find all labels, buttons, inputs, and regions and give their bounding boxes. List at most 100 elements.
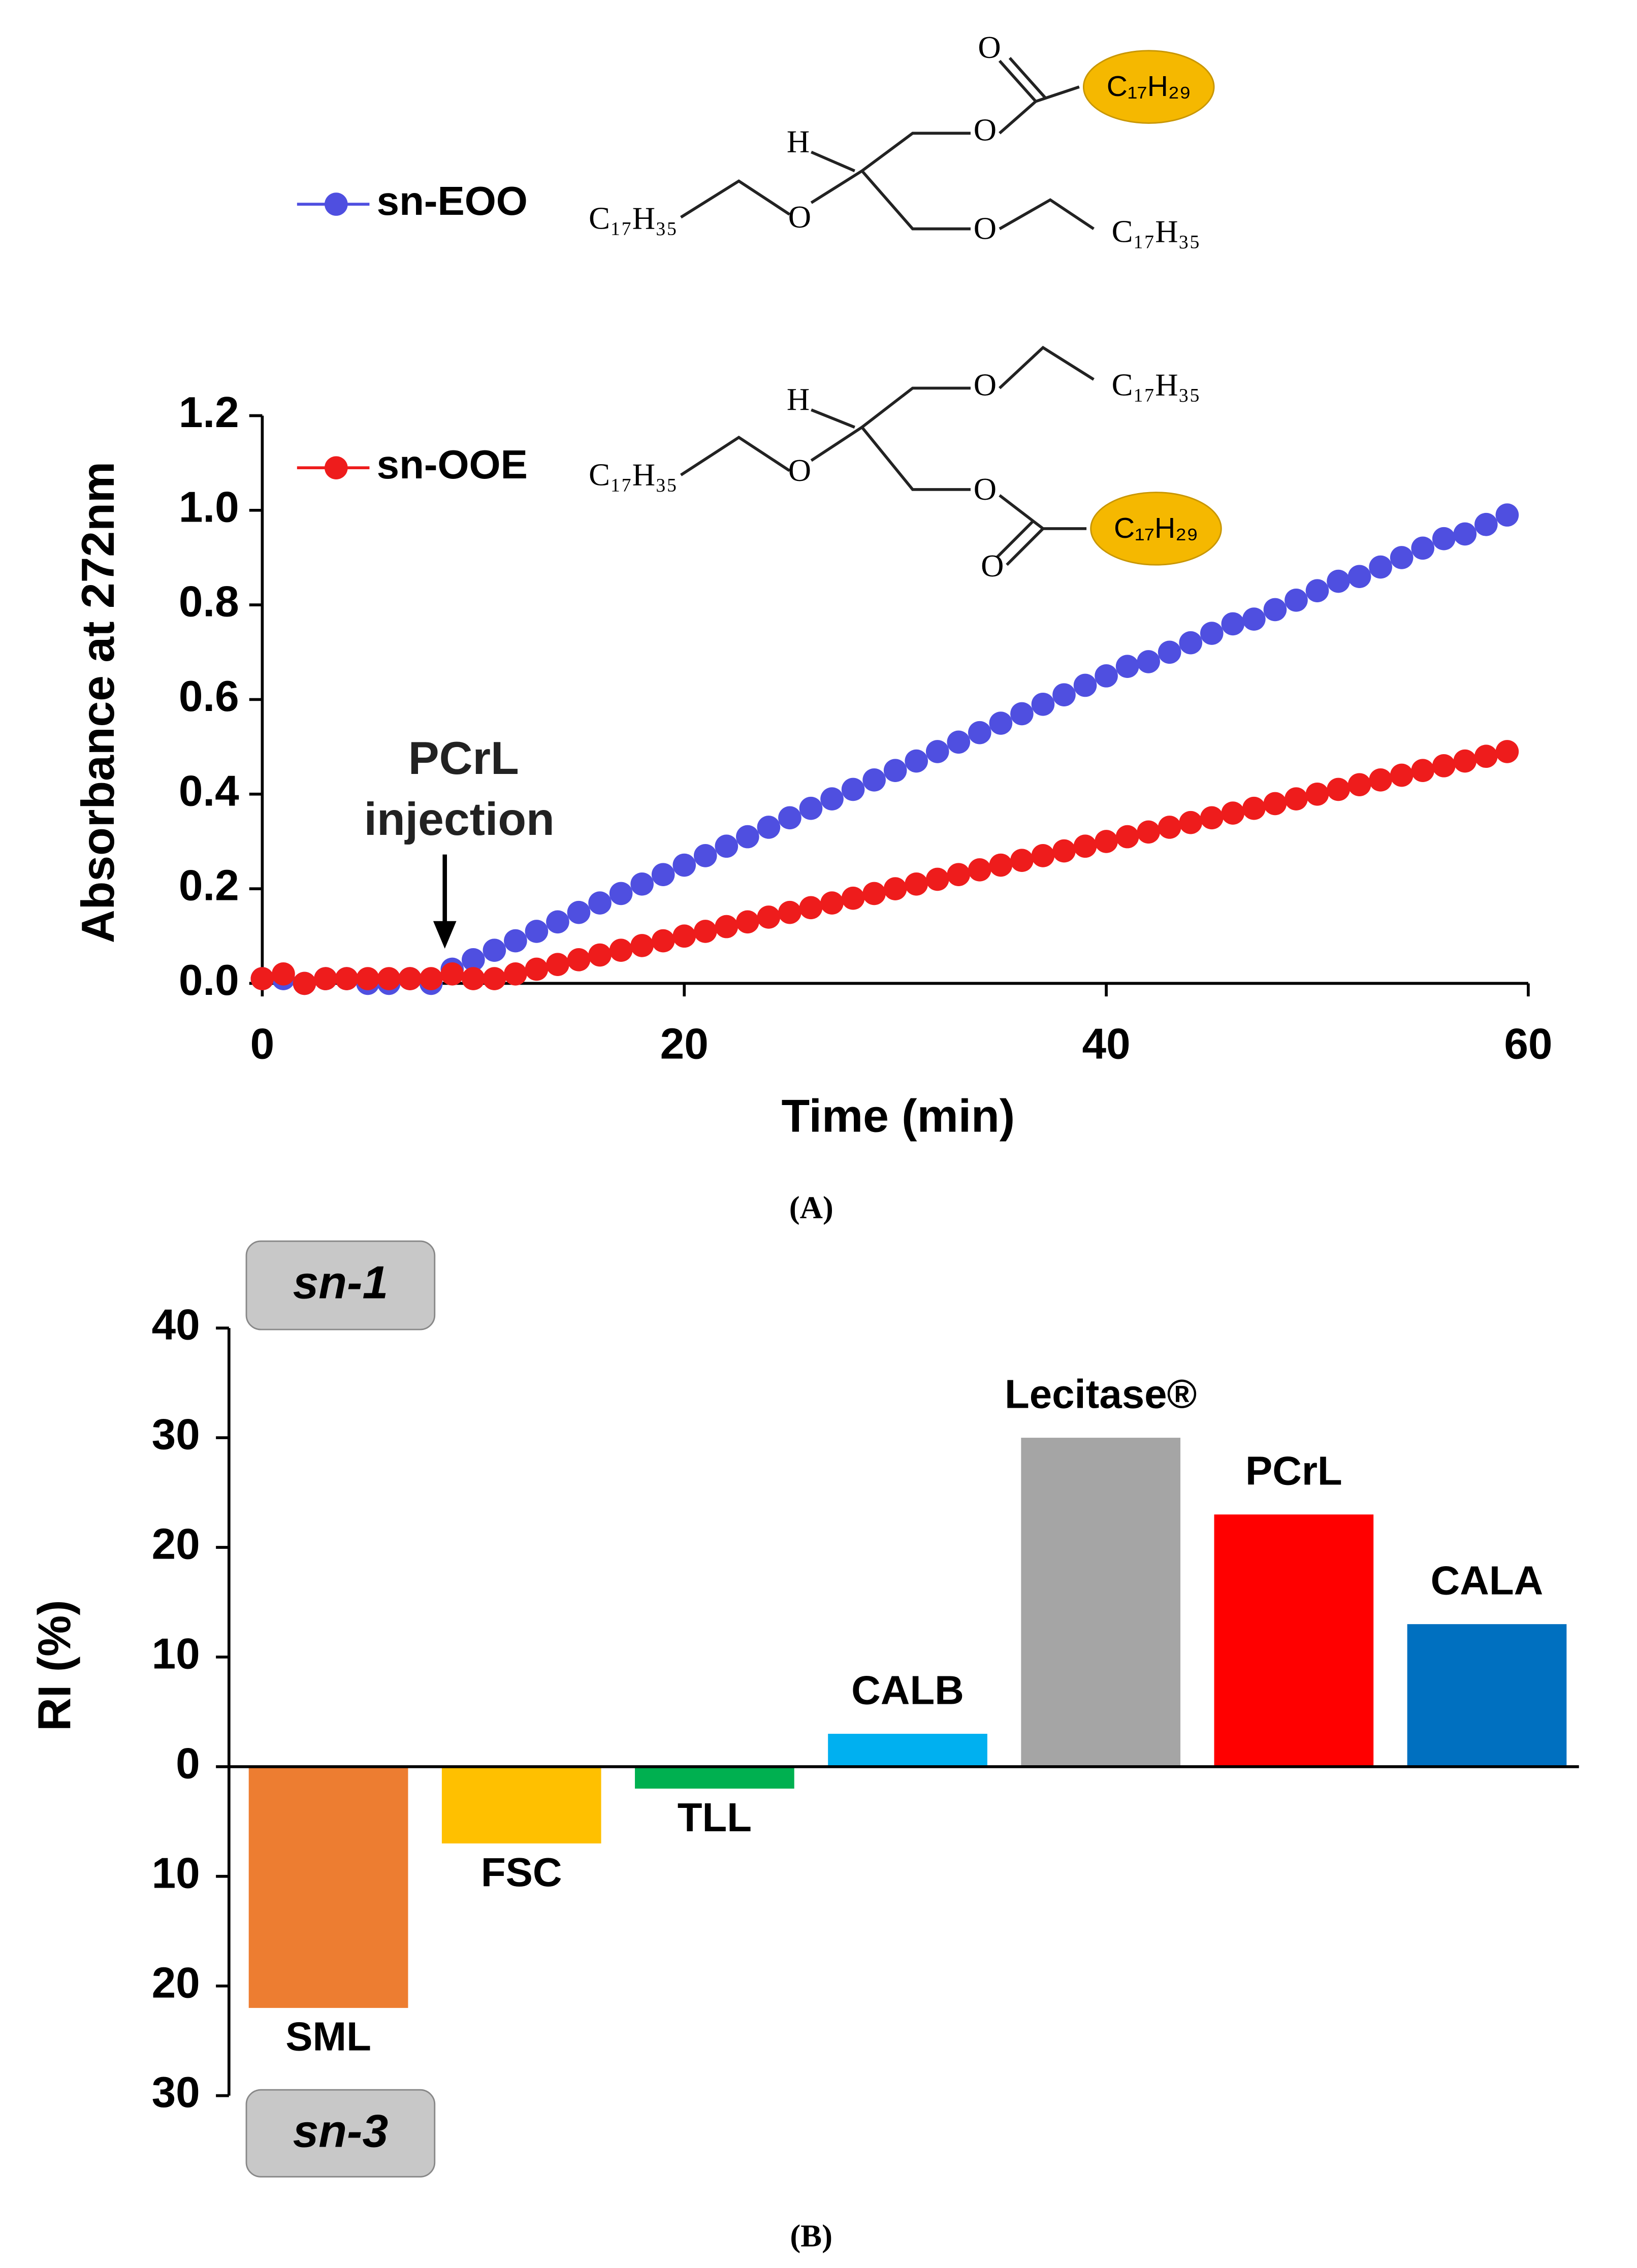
data-point — [715, 915, 739, 938]
group: C₁₇H₃₅ — [589, 201, 678, 236]
data-point — [314, 967, 337, 990]
data-point — [883, 759, 907, 782]
acyl: C₁₇H₂₉ — [1114, 512, 1198, 544]
data-point — [1474, 512, 1498, 536]
group: C₁₇H₃₅ — [1112, 367, 1201, 403]
data-point — [989, 853, 1013, 877]
data-point — [483, 938, 506, 962]
data-point — [693, 844, 717, 867]
data-point — [1200, 622, 1224, 645]
atom: O — [981, 548, 1004, 584]
bar — [1214, 1514, 1374, 1767]
data-point — [1432, 754, 1456, 777]
atom: O — [974, 112, 997, 148]
arrow-head — [433, 921, 457, 949]
bar — [828, 1734, 987, 1767]
structure: O O H O O C₁₇H₃₅ C₁₇H₃₅ C₁₇H₂₉ — [589, 29, 1215, 249]
category-label: TLL — [678, 1795, 752, 1840]
region-box — [245, 1240, 436, 1331]
data-point — [1453, 522, 1477, 546]
data-point — [1115, 825, 1139, 849]
data-point — [947, 863, 971, 886]
data-point — [736, 910, 759, 934]
data-point — [1327, 777, 1350, 801]
y-tick-label: 10 — [152, 1849, 200, 1897]
data-point — [1390, 763, 1414, 787]
data-point — [356, 967, 379, 990]
data-point — [440, 962, 464, 986]
data-point — [841, 886, 865, 910]
data-point — [1242, 796, 1266, 820]
data-point — [504, 962, 527, 986]
y-tick-label: 20 — [152, 1520, 200, 1569]
atom: O — [974, 211, 997, 246]
data-point — [715, 834, 739, 858]
y-tick-label: 30 — [152, 2068, 200, 2117]
data-point — [1115, 655, 1139, 678]
data-point — [968, 721, 991, 744]
y-axis-label: Absorbance at 272nm — [72, 462, 124, 943]
y-tick-label: 20 — [152, 1959, 200, 2007]
data-point — [1432, 527, 1456, 550]
group: C₁₇H₃₅ — [589, 457, 678, 493]
data-point — [377, 967, 401, 990]
data-point — [250, 967, 274, 990]
region-box — [245, 2089, 436, 2178]
data-point — [757, 905, 781, 929]
data-point — [1369, 555, 1392, 579]
data-point — [736, 825, 759, 849]
data-point — [1453, 749, 1477, 773]
category-label: CALA — [1431, 1558, 1544, 1603]
data-point — [1495, 503, 1519, 527]
data-point — [1263, 598, 1287, 622]
data-point — [1158, 816, 1181, 839]
data-point — [672, 853, 696, 877]
bar — [1021, 1438, 1181, 1767]
data-point — [820, 787, 844, 811]
y-tick-label: 1.0 — [179, 483, 239, 531]
data-point — [820, 891, 844, 915]
x-tick-label: 60 — [1504, 1020, 1552, 1068]
annotation: injection — [364, 793, 555, 845]
data-point — [461, 948, 485, 971]
data-point — [1179, 811, 1203, 834]
data-point — [1242, 607, 1266, 631]
acyl: C₁₇H₂₉ — [1107, 70, 1191, 103]
data-point — [862, 882, 886, 905]
data-point — [1200, 806, 1224, 830]
data-point — [925, 867, 949, 891]
bar — [248, 1766, 408, 2008]
data-point — [398, 967, 422, 990]
data-point — [1285, 787, 1308, 811]
caption: (A) — [789, 1190, 833, 1225]
atom: O — [978, 29, 1001, 65]
x-tick-label: 0 — [250, 1020, 275, 1068]
bar — [1407, 1624, 1567, 1767]
data-point — [1052, 683, 1076, 706]
data-point — [630, 934, 654, 957]
legend-label: sn-EOO — [377, 178, 528, 223]
data-point — [799, 796, 823, 820]
structure: O H O O O C₁₇H₃₅ C₁₇H₃₅ C₁₇H₂₉ — [589, 345, 1222, 584]
y-tick-label: 40 — [152, 1301, 200, 1349]
data-point — [293, 971, 316, 995]
legend-marker — [325, 456, 348, 479]
y-tick-label: 10 — [152, 1630, 200, 1678]
y-tick-label: 0.0 — [179, 956, 239, 1005]
data-point — [862, 768, 886, 792]
data-point — [1263, 792, 1287, 816]
data-point — [546, 910, 569, 934]
data-point — [272, 962, 295, 986]
data-point — [778, 900, 801, 924]
data-point — [1369, 768, 1392, 792]
atom: H — [787, 381, 810, 417]
caption: (B) — [790, 2218, 832, 2253]
data-point — [1073, 673, 1097, 697]
x-axis-label: Time (min) — [782, 1090, 1015, 1142]
group: C₁₇H₃₅ — [1112, 213, 1201, 249]
atom: O — [974, 471, 997, 507]
region-label: sn-3 — [293, 2105, 389, 2157]
data-point — [905, 749, 928, 773]
data-point — [693, 920, 717, 943]
